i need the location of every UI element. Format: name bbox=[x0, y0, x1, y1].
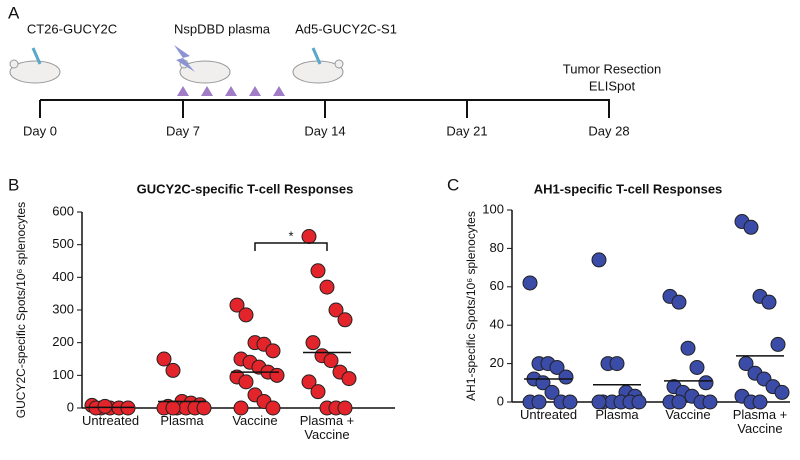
data-point bbox=[671, 394, 687, 410]
y-tick-label: 200 bbox=[52, 334, 74, 349]
significance-label: * bbox=[288, 228, 293, 243]
data-point bbox=[301, 229, 317, 244]
data-point bbox=[337, 312, 353, 328]
y-tick-label: 600 bbox=[52, 203, 74, 218]
data-point bbox=[238, 374, 254, 390]
data-point bbox=[689, 359, 705, 375]
data-point bbox=[591, 252, 607, 268]
y-tick-label: 100 bbox=[482, 201, 504, 216]
data-point bbox=[337, 400, 353, 416]
y-tick-label: 0 bbox=[67, 399, 74, 414]
x-tick-label: Plasma bbox=[160, 413, 204, 428]
data-point bbox=[770, 336, 786, 352]
x-tick-label: Plasma bbox=[595, 407, 639, 422]
data-point bbox=[165, 362, 181, 378]
y-tick-label: 40 bbox=[490, 317, 504, 332]
day-label: Day 14 bbox=[304, 123, 345, 138]
data-point bbox=[558, 369, 574, 385]
data-point bbox=[698, 375, 714, 391]
chart-title: AH1-specific T-cell Responses bbox=[534, 181, 723, 196]
data-point bbox=[229, 297, 245, 313]
data-point bbox=[544, 384, 560, 400]
data-point bbox=[743, 219, 759, 235]
plasma-doses bbox=[177, 86, 285, 96]
data-point bbox=[341, 371, 357, 387]
data-point bbox=[752, 394, 768, 410]
y-tick-label: 0 bbox=[497, 393, 504, 408]
data-point bbox=[310, 263, 326, 279]
data-point bbox=[549, 359, 565, 375]
day-label: Day 0 bbox=[23, 123, 57, 138]
x-tick-label: Vaccine bbox=[232, 413, 278, 428]
panel-label: B bbox=[8, 175, 19, 194]
data-point bbox=[591, 394, 607, 410]
syringes bbox=[31, 47, 322, 65]
endpoint-label: ELISpot bbox=[589, 78, 636, 93]
day-label: Day 21 bbox=[446, 123, 487, 138]
day-label: Day 7 bbox=[166, 123, 200, 138]
y-tick-label: 60 bbox=[490, 278, 504, 293]
x-tick-label: Plasma + Vaccine bbox=[732, 407, 788, 436]
data-point bbox=[522, 275, 538, 291]
x-tick-label: Plasma + Vaccine bbox=[299, 413, 355, 442]
data-point bbox=[233, 400, 249, 416]
data-point bbox=[305, 335, 321, 351]
y-tick-label: 500 bbox=[52, 236, 74, 251]
mouse-icons bbox=[9, 59, 344, 84]
data-point bbox=[531, 394, 547, 410]
y-axis-label: GUCY2C-specific Spots/10⁶ splenocytes bbox=[14, 202, 28, 418]
plasma-bolt bbox=[174, 45, 195, 72]
data-point bbox=[319, 279, 335, 295]
data-point bbox=[238, 307, 254, 323]
data-point bbox=[671, 294, 687, 310]
panel-label: A bbox=[8, 3, 20, 22]
data-point bbox=[265, 343, 281, 359]
data-point bbox=[269, 367, 285, 383]
event-label: NspDBD plasma bbox=[174, 21, 271, 36]
data-point bbox=[609, 356, 625, 372]
panel-label: C bbox=[447, 175, 459, 194]
x-tick-label: Untreated bbox=[82, 413, 140, 428]
event-label: CT26-GUCY2C bbox=[27, 21, 117, 36]
endpoint-label: Tumor Resection bbox=[563, 61, 662, 76]
x-tick-label: Vaccine bbox=[665, 407, 711, 422]
data-point bbox=[562, 394, 578, 410]
data-point bbox=[156, 351, 172, 367]
data-point bbox=[774, 384, 790, 400]
data-point bbox=[323, 353, 339, 369]
data-point bbox=[265, 400, 281, 416]
y-axis-label: AH1-specific Spots/10⁶ splenocytes bbox=[464, 211, 478, 401]
y-tick-label: 300 bbox=[52, 301, 74, 316]
data-point bbox=[301, 374, 317, 390]
data-point bbox=[310, 384, 326, 400]
data-point bbox=[328, 302, 344, 318]
timeline-ticks bbox=[39, 100, 610, 118]
data-point bbox=[702, 394, 718, 410]
y-tick-label: 20 bbox=[490, 355, 504, 370]
y-tick-label: 100 bbox=[52, 367, 74, 382]
data-point bbox=[680, 340, 696, 356]
y-tick-label: 400 bbox=[52, 269, 74, 284]
event-label: Ad5-GUCY2C-S1 bbox=[295, 21, 397, 36]
chart-title: GUCY2C-specific T-cell Responses bbox=[137, 181, 354, 196]
day-label: Day 28 bbox=[588, 123, 629, 138]
data-point bbox=[761, 294, 777, 310]
x-tick-label: Untreated bbox=[520, 407, 578, 422]
y-tick-label: 80 bbox=[490, 240, 504, 255]
data-point bbox=[97, 398, 113, 414]
data-point bbox=[631, 394, 647, 410]
significance-bracket bbox=[254, 242, 328, 251]
